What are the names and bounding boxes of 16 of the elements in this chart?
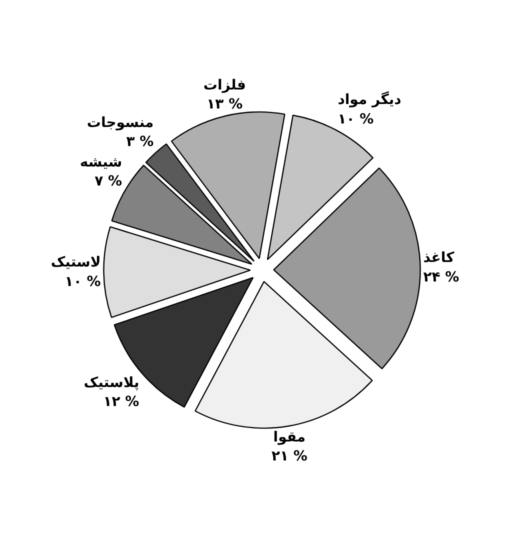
- slice-label: کاغذ: [423, 250, 456, 266]
- slice-label: فلزات: [203, 78, 246, 94]
- data-label: ۳ %: [126, 134, 154, 150]
- slice-label: دیگر مواد: [338, 91, 402, 108]
- slice-label: شیشه: [80, 154, 122, 170]
- slice-label: لاستیک: [50, 254, 101, 271]
- slice-label: منسوجات: [86, 115, 154, 132]
- data-label: ۷ %: [94, 174, 122, 190]
- slice-label: مقوا: [273, 429, 306, 446]
- data-label: ۱۲ %: [103, 394, 140, 410]
- data-label: ۱۰ %: [338, 111, 374, 128]
- data-label: ۲۴ %: [423, 269, 460, 286]
- data-label: ۱۰ %: [64, 274, 101, 290]
- slice-label: پلاستیک: [84, 374, 140, 391]
- data-label: ۲۱ %: [271, 448, 308, 464]
- data-label: ۱۳ %: [206, 96, 243, 113]
